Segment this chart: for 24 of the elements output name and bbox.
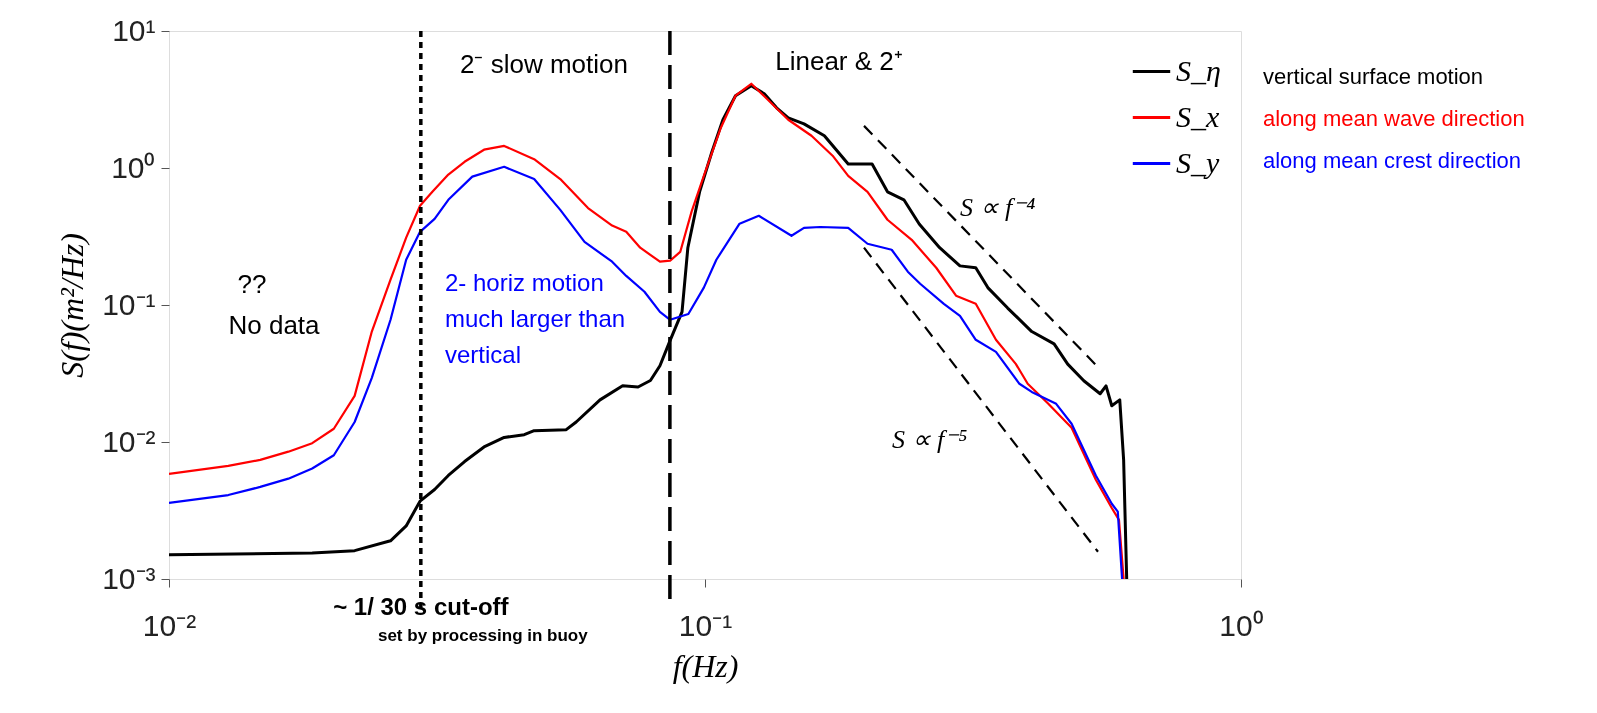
- text: set by processing in buoy: [377, 626, 589, 645]
- y-tick-label: 10⁻²: [102, 424, 156, 458]
- annotation: 2- horiz motion much larger than vertical: [445, 269, 626, 368]
- annotation: Linear & 2⁺: [775, 46, 903, 76]
- y-tick-label: 10¹: [112, 13, 156, 47]
- annotation: S ∝ f⁻⁴: [960, 193, 1036, 222]
- y-tick-label: 10⁻³: [102, 561, 156, 595]
- x-tick-label: 10⁻²: [142, 608, 197, 642]
- y-tick-label: 10⁻¹: [102, 287, 156, 321]
- y-axis-title: S(f)(m²/Hz): [54, 233, 91, 378]
- annotation: ??: [237, 269, 267, 299]
- x-tick-label: 10⁰: [1219, 608, 1264, 642]
- legend-label: S_x: [1176, 99, 1220, 133]
- x-tick-label: 10⁻¹: [678, 608, 733, 642]
- legend-label: S_y: [1176, 145, 1220, 179]
- text: along mean wave direction: [1263, 106, 1525, 131]
- text: along mean crest direction: [1263, 148, 1522, 173]
- annotation: S ∝ f⁻⁵: [892, 425, 968, 454]
- annotation: 2⁻ slow motion: [460, 49, 628, 79]
- y-tick-label: 10⁰: [111, 150, 156, 184]
- x-axis-title: f(Hz): [672, 647, 739, 684]
- legend-label: S_η: [1176, 53, 1221, 87]
- text: vertical surface motion: [1263, 64, 1484, 89]
- annotation: No data: [228, 310, 321, 340]
